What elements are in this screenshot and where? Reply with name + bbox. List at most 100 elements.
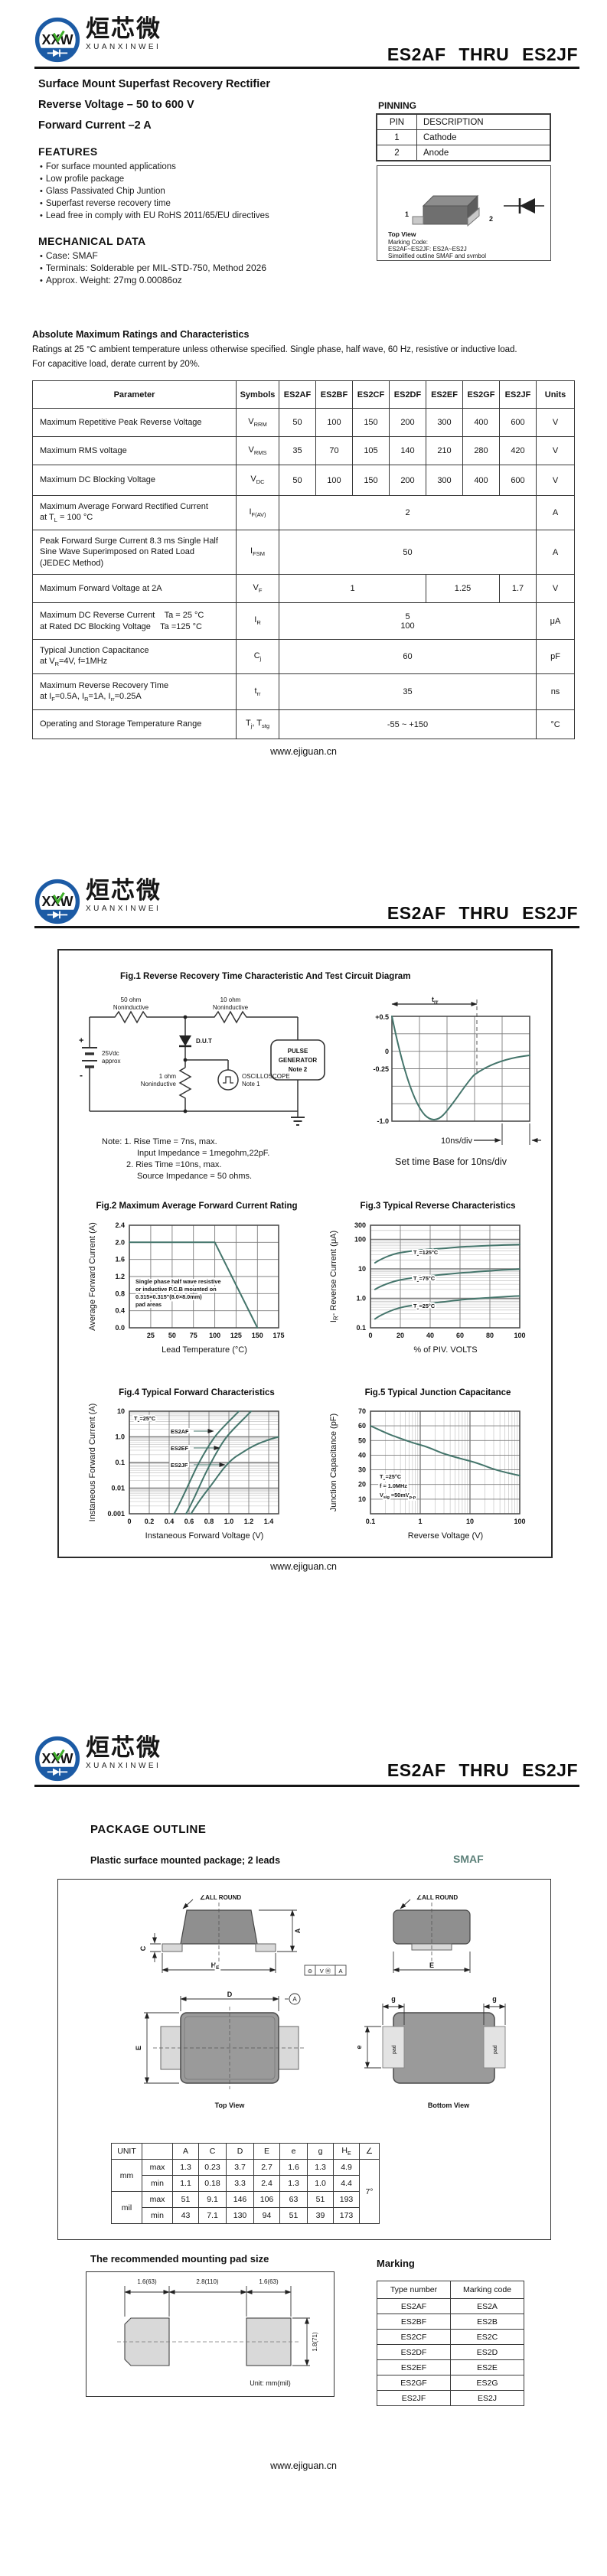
col-header: E [253,2143,280,2160]
product-line-2: Reverse Voltage – 50 to 600 V [38,99,194,111]
svg-text:25: 25 [147,1332,155,1339]
fig4-title: Fig.4 Typical Forward Characteristics [119,1388,275,1397]
fig4-xlabel: Instaneous Forward Voltage (V) [145,1531,264,1541]
cell: 3.7 [226,2159,254,2176]
col-header: UNIT [111,2143,142,2160]
mechanical-data-title: MECHANICAL DATA [38,235,146,247]
header-rule [34,1785,579,1787]
svg-text:0.4: 0.4 [165,1518,175,1525]
cell: A [536,530,575,575]
svg-text:or inductive P.C.B mounted on: or inductive P.C.B mounted on [135,1286,217,1293]
pkg-caption-2: Marking Code: [388,239,428,246]
cell: ES2D [450,2344,524,2360]
col-header: g [307,2143,334,2160]
dim-D: D [227,1991,233,1998]
battery-minus: - [80,1070,83,1081]
curve-label: ES2JF [171,1462,188,1469]
pad-dim-2: 2.8(110) [196,2278,219,2285]
cell: 50 [279,530,537,575]
table-row: ES2AF ES2A [377,2298,524,2314]
svg-text:100: 100 [514,1518,525,1525]
fig5-ylabel: Junction Capacitance (pF) [329,1414,338,1511]
cell: IF(AV) [236,495,279,530]
cell: 43 [172,2207,199,2224]
cell: ES2CF [377,2329,451,2345]
cell: Tj, Tstg [236,709,279,739]
table-row: ES2GF ES2G [377,2375,524,2391]
cell: Operating and Storage Temperature Range [32,709,237,739]
cell: V [536,574,575,603]
cell: 2.4 [253,2175,280,2192]
table-header-row: UNIT A C D E e g HE ∠ [111,2143,380,2160]
doc-title: ES2AF THRU ES2JF [387,903,578,923]
fig2-ylabel: Average Forward Current (A) [88,1222,97,1331]
svg-text:1.0: 1.0 [115,1433,125,1441]
fig2-title: Fig.2 Maximum Average Forward Current Ra… [96,1202,298,1211]
svg-text:2.4: 2.4 [115,1221,125,1229]
cell: 0.23 [198,2159,227,2176]
fig4-chart: TJ=25°C ES2AF ES2EF ES2JF 10 1.0 0.1 0.0… [88,1404,279,1541]
ratings-desc-1: Ratings at 25 °C ambient temperature unl… [32,345,517,354]
svg-text:60: 60 [456,1332,464,1339]
pkg-caption-4: Simplified outline SMAF and symbol [388,253,486,258]
svg-text:approx: approx [102,1058,120,1065]
cell: 193 [333,2191,360,2208]
cell: 4.4 [333,2175,360,2192]
bullet-icon: • [40,162,43,171]
cell: 106 [253,2191,280,2208]
pkg-caption-1: Top View [388,230,416,238]
fig1-title: Fig.1 Reverse Recovery Time Characterist… [120,972,411,981]
oscilloscope-label: OSCILLOSCOPE [242,1073,290,1080]
header-rule [34,926,579,928]
svg-text:0: 0 [127,1518,131,1525]
allround-label: ∠ALL ROUND [200,1894,241,1901]
svg-text:0.1: 0.1 [115,1459,125,1466]
cell: ES2EF [377,2359,451,2375]
brand-logo: XXW 烜芯微 XUANXINWEI [34,16,162,63]
features-title: FEATURES [38,145,98,158]
page-footer: www.ejiguan.cn [270,746,337,757]
cell: Maximum Reverse Recovery Time at IF=0.5A,… [32,673,237,710]
cell: 5 100 [279,602,537,640]
dim-HE: HE [211,1961,220,1971]
cell: ES2A [450,2298,524,2314]
cell: ES2JF [377,2390,451,2406]
cell: ES2DF [377,2344,451,2360]
cell: ES2J [450,2390,524,2406]
table-row: Maximum Average Forward Rectified Curren… [32,495,575,530]
col-header: ES2BF [315,380,353,409]
col-header: Units [536,380,575,409]
top-view-caption: Top View [215,2102,246,2109]
pinning-title: PINNING [378,100,417,111]
package-outline-panel: ∠ALL ROUND C HE A ⊖ V Ⓜ A ∠ALL ROUND [57,1879,551,2240]
cell: 150 [352,465,390,496]
svg-text:70: 70 [358,1407,366,1415]
cell: pF [536,639,575,674]
dim-A: A [294,1928,302,1933]
svg-text:0.4: 0.4 [115,1307,125,1315]
svg-text:50: 50 [168,1332,176,1339]
cell: min [142,2207,173,2224]
col-header: HE [333,2143,360,2160]
cell: 130 [226,2207,254,2224]
cell: 600 [499,465,537,496]
cell: °C [536,709,575,739]
bullet-icon: • [40,199,43,208]
cell: 140 [389,436,426,465]
svg-text:10: 10 [466,1518,474,1525]
fig5-condition: TJ=25°C [380,1473,402,1482]
cell: 2 [377,145,417,161]
pad-dim-1: 1.6(63) [137,2278,157,2285]
cell: 600 [499,408,537,437]
table-row: min 43 7.1 130 94 51 39 173 [112,2207,380,2224]
brand-logo: XXW 烜芯微 XUANXINWEI [34,878,162,924]
svg-text:175: 175 [272,1332,284,1339]
bullet-icon: • [40,174,43,184]
recovery-waveform-chart: trr +0.5 0 -0.25 -1.0 10ns/div Set time … [373,996,541,1167]
brand-logo: XXW 烜芯微 XUANXINWEI [34,1735,162,1782]
diode-symbol-icon [504,198,544,214]
cell: ES2G [450,2375,524,2391]
cell: 1.6 [279,2159,308,2176]
cell: Maximum Forward Voltage at 2A [32,574,237,603]
